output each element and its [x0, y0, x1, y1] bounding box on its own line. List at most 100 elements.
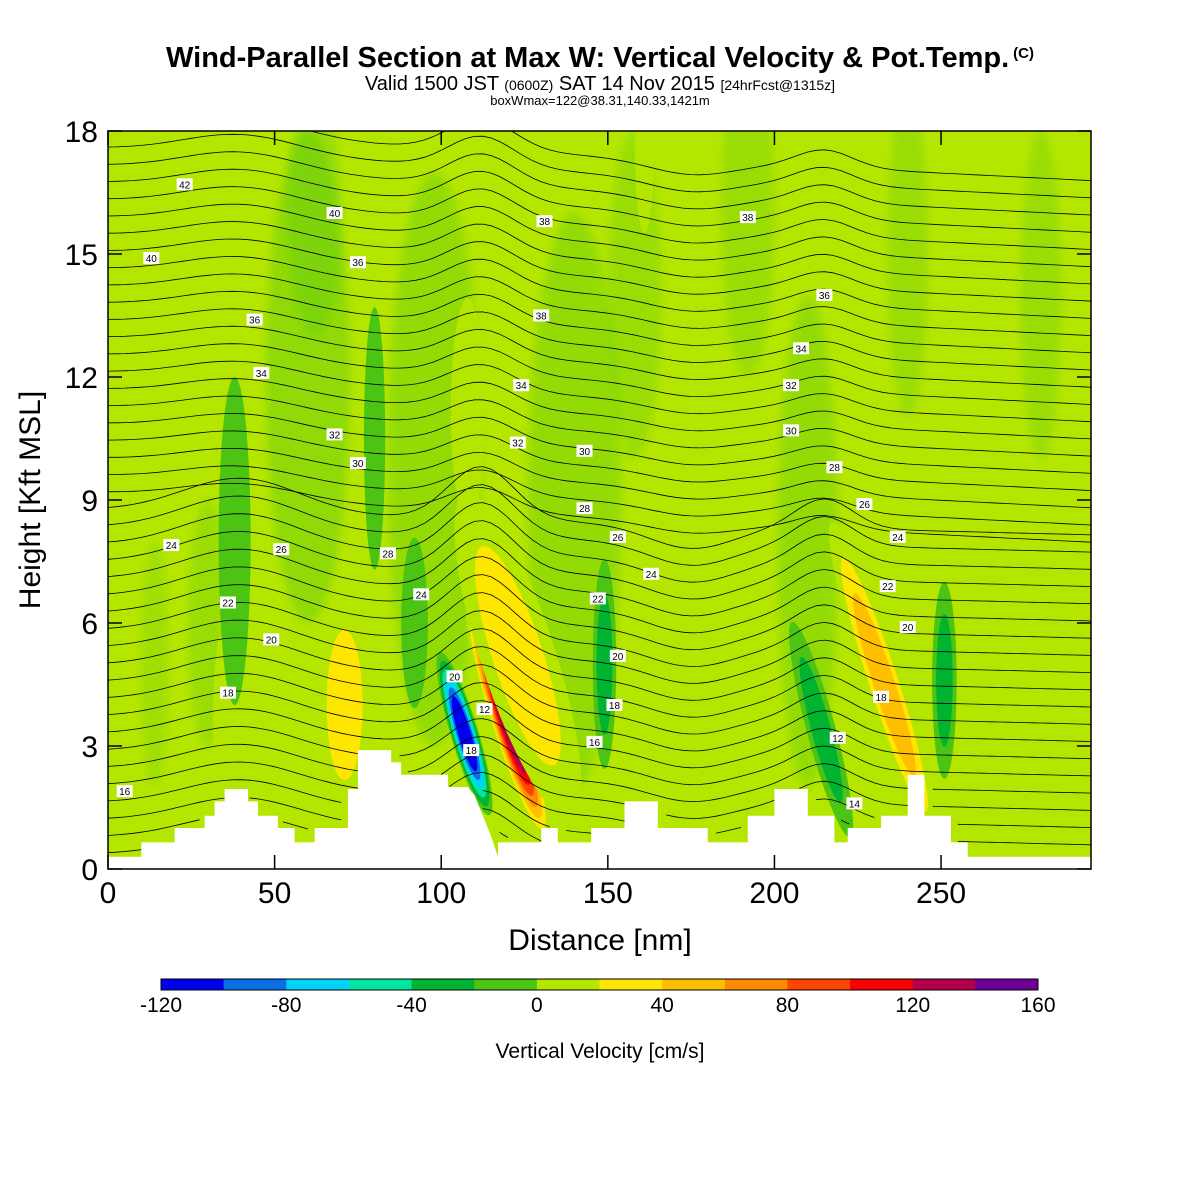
contour-label: 22 [879, 580, 896, 593]
theta-contour [108, 238, 1091, 302]
contour-label-text: 22 [882, 582, 894, 593]
contour-label-text: 12 [479, 705, 491, 716]
theta-contour [108, 465, 1091, 526]
contour-label-bg [263, 633, 280, 646]
contour-label-bg [643, 567, 660, 580]
contour-label: 34 [793, 342, 810, 355]
contour-label-bg [163, 539, 180, 552]
contour-label: 38 [536, 215, 553, 228]
contour-label-bg [219, 686, 236, 699]
theta-contour [108, 556, 1091, 634]
contour-labels: 42 40 40 36 36 34 32 30 38 38 34 32 30 28 26 24 22 20 18 16… [116, 178, 916, 810]
contour-label-bg [326, 207, 343, 219]
contour-label-text: 20 [266, 635, 278, 646]
theta-contour [108, 682, 1091, 752]
contour-label: 26 [856, 498, 873, 511]
contour-label-text: 24 [646, 570, 658, 581]
colorbar-swatch [223, 979, 287, 990]
contour-label-bg [879, 580, 896, 593]
theta-contour [108, 790, 1091, 846]
theta-contours [108, 131, 1091, 854]
contour-label-bg [349, 457, 366, 470]
contour-label-bg [816, 289, 833, 301]
contour-label: 34 [253, 366, 270, 380]
contour-label: 26 [273, 543, 290, 556]
chart-title: Wind-Parallel Section at Max W: Vertical… [0, 42, 1200, 75]
velocity-cell [828, 522, 941, 847]
contour-label-text: 20 [902, 623, 914, 634]
velocity-cell-level [474, 546, 561, 766]
y-tick-label: 18 [65, 116, 98, 149]
contour-label-text: 18 [222, 689, 234, 700]
velocity-band [721, 131, 775, 377]
contour-label-text: 28 [579, 504, 591, 515]
velocity-cell [218, 377, 251, 705]
colorbar-swatch [724, 979, 788, 990]
contour-label-bg [176, 178, 193, 191]
contour-label-bg [273, 543, 290, 556]
colorbar-label: Vertical Velocity [cm/s] [496, 1040, 705, 1063]
colorbar-swatch [161, 979, 225, 990]
theta-contour [108, 133, 1091, 199]
contour-label-text: 32 [512, 439, 524, 450]
colorbar-tick-label: 0 [531, 994, 543, 1017]
contour-label-bg [509, 436, 526, 449]
contour-label-bg [606, 699, 623, 711]
contour-label: 42 [176, 178, 193, 191]
theta-contour [108, 736, 1091, 803]
contour-label-text: 24 [892, 533, 904, 544]
contour-label-text: 12 [832, 734, 844, 745]
contour-label-text: 18 [466, 746, 478, 757]
y-tick-label: 15 [65, 239, 98, 272]
theta-contour [108, 466, 1091, 549]
y-tick-label: 6 [81, 608, 98, 641]
contour-label-text: 36 [819, 291, 831, 302]
contour-label: 24 [889, 530, 906, 544]
contour-label-bg [783, 424, 800, 437]
contour-label-bg [576, 502, 593, 515]
velocity-cell-level [969, 360, 993, 623]
contour-label: 36 [246, 313, 263, 327]
colorbar-tick-label: 120 [895, 994, 930, 1017]
contour-label-bg [609, 530, 626, 543]
velocity-bands [141, 131, 1062, 787]
theta-contour [108, 151, 1091, 216]
contour-label: 28 [379, 547, 396, 560]
theta-contour [108, 646, 1091, 718]
contour-label-bg [463, 744, 480, 757]
theta-contour [108, 325, 1091, 388]
velocity-band [887, 131, 928, 418]
contour-label-text: 34 [796, 344, 808, 355]
contour-label: 32 [326, 428, 343, 441]
velocity-cell-level [326, 629, 363, 781]
theta-contour [108, 221, 1091, 285]
velocity-cell [969, 360, 993, 623]
theta-contour [108, 502, 1091, 583]
contour-label-bg [783, 379, 800, 392]
chart-subtitle-box: boxWmax=122@38.31,140.33,1421m [490, 93, 710, 108]
velocity-cell [592, 559, 617, 769]
contour-label-text: 34 [516, 381, 528, 392]
colorbar-swatch [599, 979, 663, 990]
contour-label-text: 32 [786, 381, 798, 392]
theta-contour [108, 290, 1091, 354]
velocity-cell-level [663, 246, 699, 549]
contour-label: 24 [163, 539, 180, 552]
contour-label: 16 [586, 735, 603, 749]
chart-subtitle-valid: Valid 1500 JST (0600Z) SAT 14 Nov 2015 [… [0, 73, 1200, 96]
contour-label-text: 32 [329, 430, 341, 441]
contour-label-bg [576, 444, 593, 457]
contour-label: 12 [476, 703, 493, 716]
contour-label-text: 36 [249, 316, 261, 327]
contour-label: 20 [446, 670, 463, 683]
contour-label-text: 22 [222, 599, 234, 610]
contour-label: 20 [899, 621, 916, 634]
colorbar-tick-label: -40 [396, 994, 426, 1017]
y-axis-label: Height [Kft MSL] [14, 391, 47, 609]
velocity-cell [932, 582, 957, 779]
contour-label-bg [609, 649, 626, 662]
colorbar-swatch [912, 979, 976, 990]
contour-label: 24 [643, 567, 660, 581]
